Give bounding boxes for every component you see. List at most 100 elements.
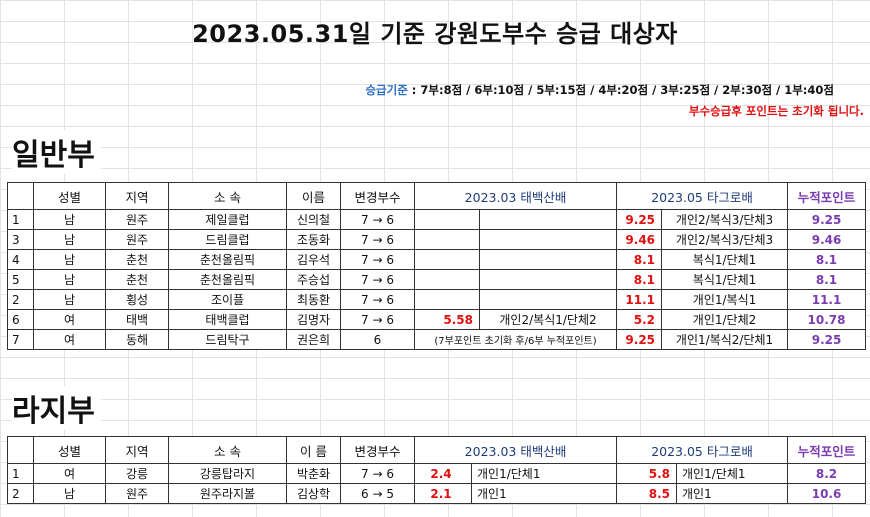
row-no: 7	[7, 329, 34, 350]
header-tournament-1: 2023.03 태백산배	[413, 436, 618, 464]
row-t2-detail: 개인1	[676, 483, 789, 504]
promotion-criteria: 승급기준 : 7부:8점 / 6부:10점 / 5부:15점 / 4부:20점 …	[365, 82, 834, 98]
row-division: 7 → 6	[340, 289, 415, 310]
header-division: 변경부수	[340, 182, 415, 210]
row-club: 제일클럽	[168, 209, 287, 230]
row-t1-detail	[478, 229, 618, 250]
row-club: 드림클럽	[168, 229, 287, 250]
row-cumulative: 9.25	[787, 329, 867, 350]
row-gender: 남	[33, 269, 106, 290]
row-t2-detail: 개인2/복식3/단체3	[661, 209, 789, 230]
row-t1-score: 2.1	[414, 483, 472, 504]
row-region: 횡성	[105, 289, 169, 310]
row-t1-score: 5.58	[414, 309, 480, 330]
header-tournament-2: 2023.05 타그로배	[616, 182, 789, 210]
row-t2-score: 8.1	[616, 249, 663, 270]
row-t2-score: 9.46	[616, 229, 663, 250]
row-cumulative: 10.78	[787, 309, 867, 330]
row-t1-detail: 개인2/복식1/단체2	[478, 309, 618, 330]
row-division: 6	[340, 329, 415, 350]
row-division: 6 → 5	[340, 483, 415, 504]
table-row: 2 남 횡성 조이플 최동환 7 → 6 11.1 개인1/복식1 11.1	[7, 289, 867, 310]
row-division: 7 → 6	[340, 209, 415, 230]
row-no: 1	[7, 209, 34, 230]
table-row: 3 남 원주 드림클럽 조동화 7 → 6 9.46 개인2/복식3/단체3 9…	[7, 229, 867, 250]
row-no: 1	[7, 463, 34, 484]
row-region: 원주	[105, 229, 169, 250]
row-cumulative: 10.6	[787, 483, 867, 504]
table-header-row: 성별 지역 소 속 이 름 변경부수 2023.03 태백산배 2023.05 …	[7, 436, 867, 464]
row-cumulative: 8.1	[787, 249, 867, 270]
header-gender: 성별	[33, 436, 106, 464]
row-club: 태백클럽	[168, 309, 287, 330]
row-gender: 여	[33, 309, 106, 330]
row-division: 7 → 6	[340, 463, 415, 484]
row-name: 최동환	[286, 289, 341, 310]
row-t1-note: (7부포인트 초기화 후/6부 누적포인트)	[413, 329, 618, 350]
header-region: 지역	[105, 182, 169, 210]
row-name: 김우석	[286, 249, 341, 270]
row-name: 김상학	[286, 483, 341, 504]
row-club: 춘천올림픽	[168, 249, 287, 270]
row-t2-detail: 복식1/단체1	[661, 249, 789, 270]
row-t1-detail	[478, 289, 618, 310]
row-gender: 남	[33, 289, 106, 310]
table-header-row: 성별 지역 소 속 이름 변경부수 2023.03 태백산배 2023.05 타…	[7, 182, 867, 210]
row-region: 원주	[105, 209, 169, 230]
row-t2-score: 9.25	[616, 209, 663, 230]
criteria-text: : 7부:8점 / 6부:10점 / 5부:15점 / 4부:20점 / 3부:…	[407, 83, 834, 97]
table-row: 1 여 강릉 강릉탑라지 박춘화 7 → 6 2.4 개인1/단체1 5.8 개…	[7, 463, 867, 484]
row-gender: 남	[33, 483, 106, 504]
row-division: 7 → 6	[340, 229, 415, 250]
row-t2-detail: 개인1/단체2	[661, 309, 789, 330]
row-t2-score: 5.8	[616, 463, 678, 484]
row-t2-detail: 복식1/단체1	[661, 269, 789, 290]
row-cumulative: 8.1	[787, 269, 867, 290]
header-gender: 성별	[33, 182, 106, 210]
row-no: 6	[7, 309, 34, 330]
header-name: 이름	[286, 182, 341, 210]
row-t2-detail: 개인1/복식1	[661, 289, 789, 310]
row-club: 원주라지볼	[168, 483, 287, 504]
header-region: 지역	[105, 436, 169, 464]
header-club: 소 속	[168, 436, 287, 464]
row-club: 조이플	[168, 289, 287, 310]
header-tournament-1: 2023.03 태백산배	[413, 182, 618, 210]
row-gender: 여	[33, 329, 106, 350]
row-name: 김명자	[286, 309, 341, 330]
row-t1-score	[414, 249, 480, 270]
row-cumulative: 11.1	[787, 289, 867, 310]
row-t1-score: 2.4	[414, 463, 472, 484]
criteria-label: 승급기준	[365, 83, 408, 97]
row-t1-detail: 개인1	[470, 483, 618, 504]
row-cumulative: 9.46	[787, 229, 867, 250]
row-t1-detail	[478, 269, 618, 290]
row-region: 춘천	[105, 249, 169, 270]
row-t2-detail: 개인1/단체1	[676, 463, 789, 484]
row-region: 춘천	[105, 269, 169, 290]
row-name: 주승섭	[286, 269, 341, 290]
large-ball-division-table: 성별 지역 소 속 이 름 변경부수 2023.03 태백산배 2023.05 …	[7, 436, 867, 504]
row-region: 강릉	[105, 463, 169, 484]
row-club: 강릉탑라지	[168, 463, 287, 484]
header-no	[7, 436, 34, 464]
row-name: 권은희	[286, 329, 341, 350]
header-division: 변경부수	[340, 436, 415, 464]
row-club: 춘천올림픽	[168, 269, 287, 290]
row-division: 7 → 6	[340, 309, 415, 330]
row-t1-detail: 개인1/단체1	[470, 463, 618, 484]
row-no: 3	[7, 229, 34, 250]
row-gender: 남	[33, 249, 106, 270]
row-name: 조동화	[286, 229, 341, 250]
row-t2-detail: 개인2/복식3/단체3	[661, 229, 789, 250]
reset-notice: 부수승급후 포인트는 초기화 됩니다.	[688, 104, 864, 118]
header-name: 이 름	[286, 436, 341, 464]
row-gender: 여	[33, 463, 106, 484]
general-division-table: 성별 지역 소 속 이름 변경부수 2023.03 태백산배 2023.05 타…	[7, 182, 867, 350]
row-no: 2	[7, 289, 34, 310]
row-division: 7 → 6	[340, 249, 415, 270]
row-t1-score	[414, 289, 480, 310]
table-row: 5 남 춘천 춘천올림픽 주승섭 7 → 6 8.1 복식1/단체1 8.1	[7, 269, 867, 290]
section-title-general: 일반부	[12, 130, 101, 174]
table-row: 4 남 춘천 춘천올림픽 김우석 7 → 6 8.1 복식1/단체1 8.1	[7, 249, 867, 270]
